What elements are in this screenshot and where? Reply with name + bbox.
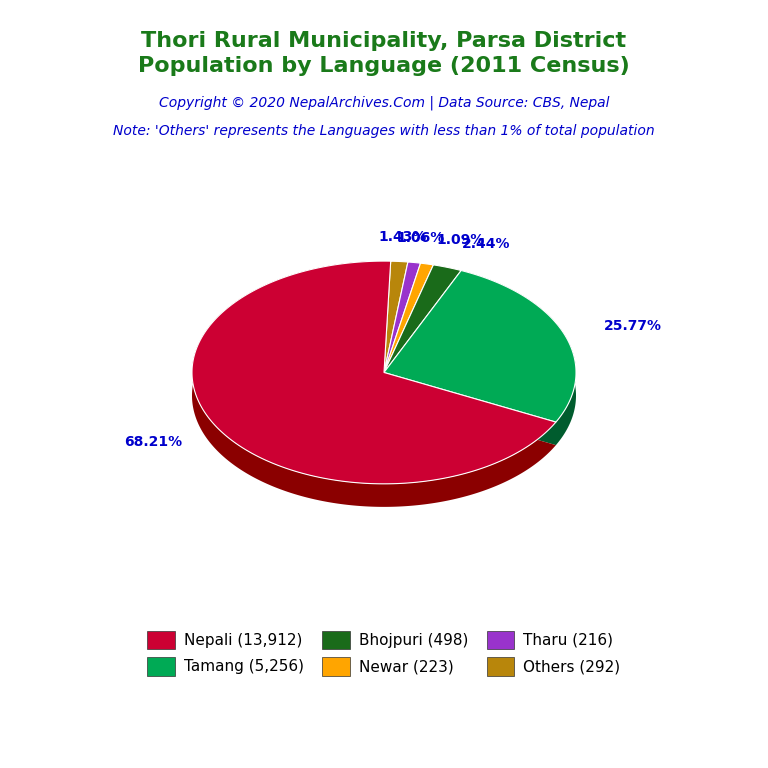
Legend: Nepali (13,912), Tamang (5,256), Bhojpuri (498), Newar (223), Tharu (216), Other: Nepali (13,912), Tamang (5,256), Bhojpur… [140, 623, 628, 684]
Polygon shape [384, 262, 421, 372]
Text: 68.21%: 68.21% [124, 435, 183, 449]
Text: 1.43%: 1.43% [379, 230, 427, 244]
Polygon shape [384, 270, 576, 422]
Text: Copyright © 2020 NepalArchives.Com | Data Source: CBS, Nepal: Copyright © 2020 NepalArchives.Com | Dat… [159, 96, 609, 111]
Text: 1.09%: 1.09% [436, 233, 485, 247]
Text: 25.77%: 25.77% [604, 319, 662, 333]
Polygon shape [192, 261, 556, 484]
Polygon shape [384, 261, 408, 372]
Polygon shape [384, 263, 433, 372]
Text: Thori Rural Municipality, Parsa District
Population by Language (2011 Census): Thori Rural Municipality, Parsa District… [138, 31, 630, 76]
Polygon shape [384, 270, 576, 445]
Polygon shape [384, 265, 461, 372]
Text: 1.06%: 1.06% [397, 231, 445, 245]
Text: 2.44%: 2.44% [462, 237, 510, 251]
Text: Note: 'Others' represents the Languages with less than 1% of total population: Note: 'Others' represents the Languages … [113, 124, 655, 138]
Polygon shape [192, 261, 556, 507]
